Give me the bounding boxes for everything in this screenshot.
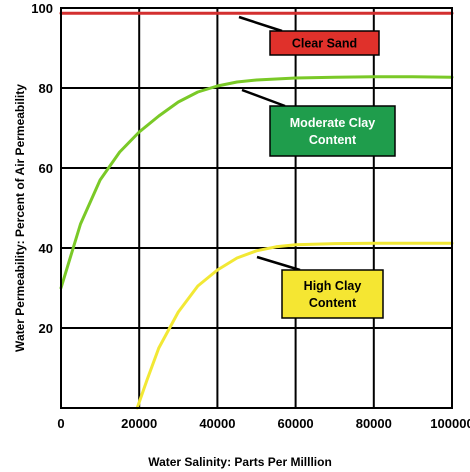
y-tick-label: 100 xyxy=(31,1,53,16)
y-tick-label: 60 xyxy=(39,161,53,176)
clear-sand-label: Clear Sand xyxy=(238,15,380,56)
moderate-clay-content-pointer xyxy=(241,88,286,108)
high-clay-content-label: High Clay Content xyxy=(256,255,384,319)
x-tick-label: 60000 xyxy=(278,416,314,431)
series-layer xyxy=(59,11,454,410)
y-tick-label: 20 xyxy=(39,321,53,336)
moderate-clay-content-label-box xyxy=(269,105,396,157)
x-axis-title: Water Salinity: Parts Per Milllion xyxy=(148,455,332,469)
tick-labels: 0 20000 40000 60000 80000 100000 20 40 60 80 100 xyxy=(31,1,470,431)
x-tick-label: 40000 xyxy=(199,416,235,431)
x-tick-label: 100000 xyxy=(430,416,470,431)
moderate-clay-content-line xyxy=(59,75,454,290)
high-clay-content-label-text: High Clay xyxy=(304,279,362,293)
clear-sand-label-text: Clear Sand xyxy=(292,37,357,51)
plot-frame xyxy=(60,7,453,409)
moderate-clay-content-label-text: Moderate Clay xyxy=(290,116,375,130)
clear-sand-label-box xyxy=(269,30,380,56)
moderate-clay-content-label-text: Content xyxy=(309,133,357,147)
high-clay-content-label-text: Content xyxy=(309,296,357,310)
high-clay-content-label-box xyxy=(281,269,384,319)
high-clay-content-line xyxy=(135,241,454,410)
grid-layer xyxy=(61,8,452,408)
y-axis-title: Water Permeability: Percent of Air Perme… xyxy=(13,84,27,352)
y-tick-label: 40 xyxy=(39,241,53,256)
annotations-layer: Clear Sand Moderate Clay Content High Clay C… xyxy=(238,15,396,319)
x-tick-label: 80000 xyxy=(356,416,392,431)
x-tick-label: 0 xyxy=(57,416,64,431)
y-tick-label: 80 xyxy=(39,81,53,96)
clear-sand-pointer xyxy=(238,15,283,33)
high-clay-content-pointer xyxy=(256,255,301,272)
x-tick-label: 20000 xyxy=(121,416,157,431)
moderate-clay-content-label: Moderate Clay Content xyxy=(241,88,396,157)
